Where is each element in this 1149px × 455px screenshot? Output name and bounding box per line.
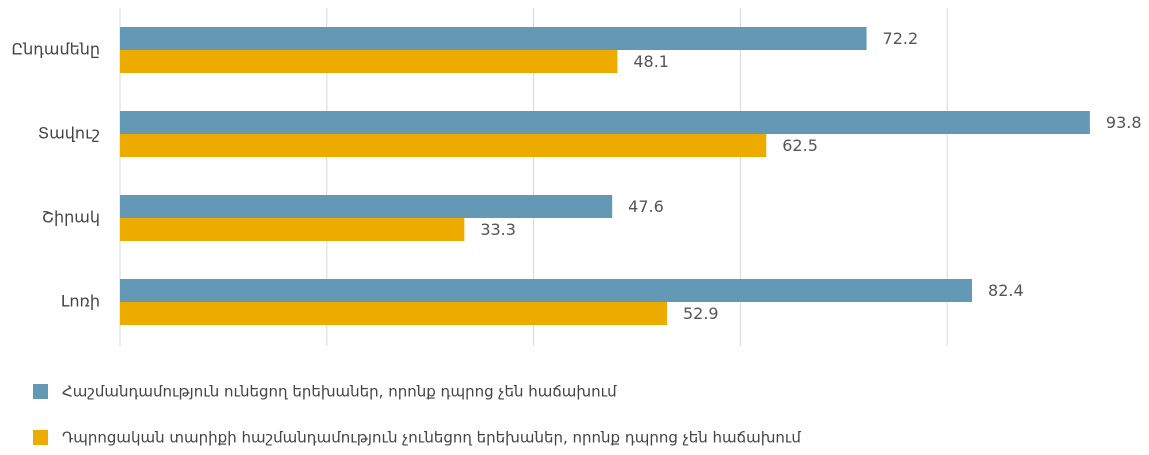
bar — [120, 218, 465, 241]
value-label: 72.2 — [883, 29, 919, 48]
bar — [120, 27, 867, 50]
bar — [120, 134, 767, 157]
value-label: 82.4 — [988, 281, 1024, 300]
value-label: 62.5 — [782, 136, 818, 155]
value-label: 93.8 — [1106, 113, 1142, 132]
legend-label: Հաշմանդամություն ունեցող երեխաներ, որոնք… — [62, 383, 617, 401]
bar — [120, 195, 613, 218]
y-tick-label: Ընդամենը — [11, 40, 100, 59]
value-label: 33.3 — [480, 220, 516, 239]
value-label: 47.6 — [628, 197, 664, 216]
bar — [120, 50, 618, 73]
bar — [120, 111, 1090, 134]
legend-label: Դպրոցական տարիքի հաշմանդամություն չունեց… — [62, 429, 801, 447]
legend-swatch — [33, 430, 48, 445]
value-label: 48.1 — [633, 52, 669, 71]
bar — [120, 279, 973, 302]
y-tick-label: Շիրակ — [42, 208, 100, 227]
legend-swatch — [33, 384, 48, 399]
value-label: 52.9 — [683, 304, 719, 323]
y-tick-label: Լոռի — [61, 292, 100, 311]
y-tick-label: Տավուշ — [38, 124, 100, 143]
bar — [120, 302, 667, 325]
